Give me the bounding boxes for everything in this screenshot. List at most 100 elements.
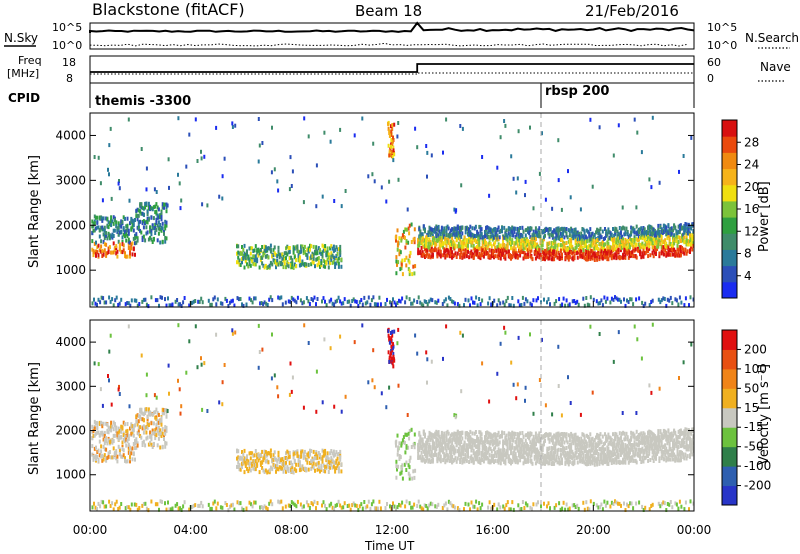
power-cell — [635, 224, 638, 229]
power-cell — [615, 296, 618, 301]
velocity-cell — [183, 500, 186, 505]
power-cell — [426, 174, 428, 179]
velocity-cell — [523, 506, 526, 510]
velocity-cell — [122, 420, 125, 425]
velocity-cell — [393, 329, 396, 334]
power-cell — [339, 127, 342, 132]
power-cell — [497, 225, 500, 230]
velocity-cell — [451, 432, 454, 437]
power-cell — [93, 155, 96, 159]
velocity-cell — [106, 441, 109, 446]
velocity-cell — [300, 454, 303, 459]
power-cell — [576, 230, 579, 235]
power-cell — [116, 249, 119, 254]
power-cell — [319, 250, 321, 255]
velocity-cell — [399, 503, 402, 508]
velocity-cell — [281, 457, 284, 462]
power-cell — [493, 248, 495, 253]
power-cell — [550, 244, 553, 249]
power-cell — [337, 295, 340, 300]
power-cell — [296, 244, 299, 249]
noise-tick-left-top: 10^5 — [52, 21, 82, 34]
power-cell — [478, 240, 481, 245]
power-cell — [614, 241, 617, 246]
power-cell — [156, 205, 159, 210]
velocity-cell — [576, 503, 579, 508]
power-cell — [565, 241, 568, 245]
velocity-cell — [293, 451, 296, 456]
velocity-cell — [236, 464, 238, 469]
power-cell — [572, 249, 575, 254]
velocity-cell — [641, 504, 644, 509]
velocity-cell — [147, 423, 150, 427]
power-cell — [476, 229, 479, 234]
velocity-cell — [281, 466, 284, 471]
power-cell — [156, 238, 159, 243]
velocity-cell — [295, 468, 298, 473]
velocity-cell — [263, 449, 266, 454]
velocity-cell — [452, 432, 455, 437]
power-cell — [561, 235, 563, 240]
power-cell — [572, 232, 575, 236]
power-cell — [371, 172, 374, 177]
power-cell — [567, 239, 570, 244]
power-cell — [524, 193, 526, 198]
power-cell — [147, 304, 150, 309]
power-cell — [237, 250, 240, 255]
power-cell — [300, 245, 303, 250]
velocity-cell — [448, 436, 451, 441]
velocity-cell — [404, 432, 407, 437]
power-cell — [652, 254, 655, 259]
velocity-cell — [364, 505, 367, 510]
velocity-cell — [314, 468, 316, 473]
power-cell — [597, 235, 600, 240]
velocity-cell — [216, 501, 219, 506]
power-cell — [593, 246, 596, 251]
power-cell — [508, 241, 511, 246]
power-cell — [630, 251, 633, 256]
power-cell — [445, 247, 448, 252]
power-cell — [437, 238, 440, 243]
velocity-cell — [125, 443, 128, 448]
velocity-cell — [450, 444, 452, 449]
velocity-cell — [102, 421, 105, 426]
power-cell — [140, 205, 143, 210]
power-cell — [544, 248, 546, 253]
velocity-cell — [412, 442, 415, 447]
velocity-cell — [334, 466, 337, 471]
power-cell — [431, 252, 434, 257]
power-cell — [493, 255, 495, 260]
power-cell — [583, 255, 586, 260]
power-cell — [674, 236, 677, 241]
velocity-cell — [526, 503, 529, 508]
power-cell — [517, 129, 520, 134]
velocity-cell — [101, 424, 104, 429]
velocity-cell — [484, 445, 486, 450]
velocity-cell — [497, 442, 500, 447]
power-cell — [420, 252, 423, 257]
power-cell — [579, 249, 582, 254]
power-cell — [547, 246, 550, 251]
power-cell — [329, 139, 332, 144]
power-cell — [532, 298, 535, 303]
velocity-cell — [497, 430, 500, 435]
power-cell — [135, 208, 138, 213]
power-cell — [113, 228, 116, 233]
velocity-cell — [427, 459, 430, 464]
power-cell — [243, 254, 246, 259]
power-cell — [472, 254, 475, 259]
power-cell — [440, 243, 443, 248]
power-cell — [562, 240, 565, 245]
power-cell — [437, 249, 440, 254]
velocity-cell — [93, 433, 96, 438]
velocity-cell — [312, 461, 315, 466]
power-cell — [315, 247, 318, 252]
power-cell — [453, 301, 456, 306]
power-cell — [102, 296, 105, 301]
power-cell — [112, 228, 115, 233]
velocity-cell — [207, 502, 210, 507]
power-cell — [110, 196, 113, 201]
velocity-cell — [428, 430, 431, 435]
velocity-cell — [389, 504, 391, 509]
velocity-cell — [252, 453, 255, 458]
